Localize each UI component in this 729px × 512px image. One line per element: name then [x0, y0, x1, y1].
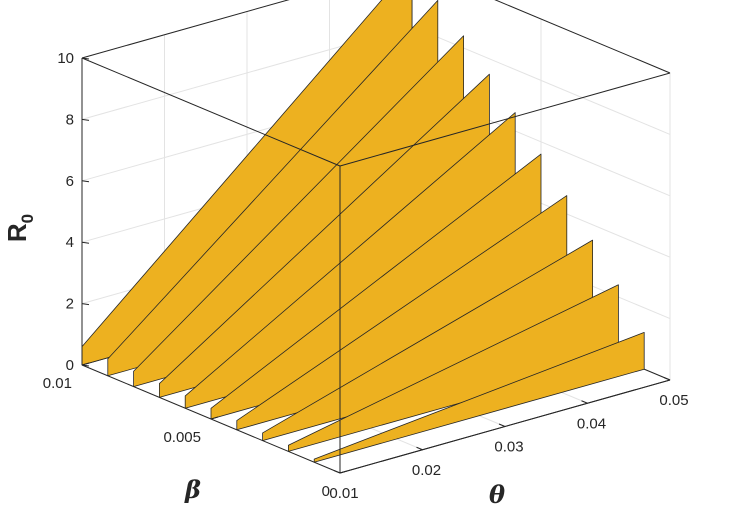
x-tick-label: 0.04	[577, 415, 606, 432]
z-tick-label: 2	[66, 296, 74, 313]
x-tick-label: 0.03	[494, 439, 523, 456]
z-axis-title-subscript: 0	[18, 214, 37, 223]
axis-labels: θ β R0	[2, 214, 505, 509]
x-tick-mark	[581, 400, 588, 404]
box-edge	[81, 57, 341, 167]
surface-slices	[81, 0, 671, 474]
z-tick-mark	[81, 118, 90, 121]
box-edge	[81, 0, 290, 59]
y-tick-label: 0.005	[163, 429, 201, 446]
x-tick-label: 0.02	[412, 462, 441, 479]
y-tick-mark	[210, 416, 219, 420]
z-axis-title-main: R	[2, 223, 32, 242]
z-tick-label: 10	[57, 50, 74, 67]
x-tick-label: 0.05	[659, 392, 688, 409]
z-axis-title: R0	[2, 214, 37, 242]
z-tick-label: 8	[66, 111, 74, 128]
z-tick-mark	[81, 57, 90, 60]
z-tick-label: 0	[66, 357, 74, 374]
y-tick-label: 0	[322, 483, 330, 500]
x-tick-mark	[333, 470, 341, 474]
surface-slice	[313, 331, 645, 463]
x-axis-title: θ	[489, 480, 505, 509]
y-axis-title: β	[184, 475, 201, 504]
box-edge	[494, 0, 671, 74]
y-tick-label: 0.01	[43, 375, 72, 392]
z-tick-mark	[81, 241, 90, 244]
z-tick-mark	[81, 180, 90, 183]
x-tick-label: 0.01	[329, 485, 358, 502]
box-edge	[339, 72, 671, 167]
z-tick-mark	[81, 303, 90, 306]
z-tick-mark	[81, 364, 90, 367]
x-tick-mark	[416, 446, 423, 451]
x-tick-mark	[663, 377, 671, 381]
y-tick-mark	[339, 470, 348, 474]
x-tick-mark	[498, 423, 506, 427]
z-tick-label: 4	[66, 234, 74, 251]
z-tick-label: 6	[66, 173, 74, 190]
